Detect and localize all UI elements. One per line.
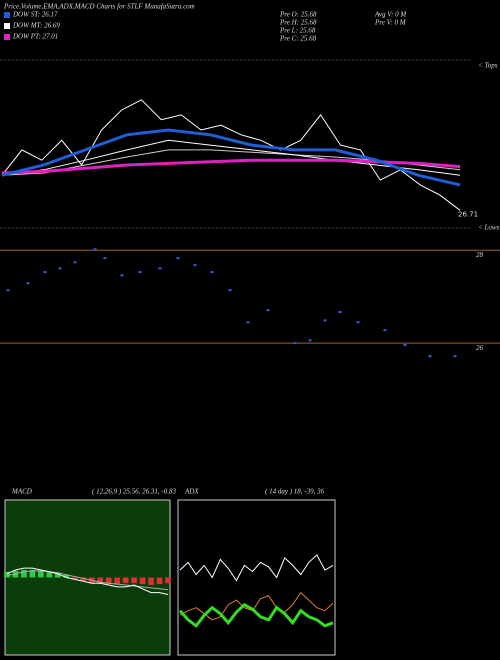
histogram-bar <box>165 577 171 584</box>
pre-label: Pre O: 25.68 <box>279 11 317 19</box>
dow-swatch <box>4 34 10 40</box>
adx-panel <box>177 499 336 656</box>
panel-title: ADX <box>184 488 199 496</box>
histogram-bar <box>21 569 27 578</box>
price-dot <box>103 257 107 260</box>
dow-label: DOW PT: 27.01 <box>12 33 58 41</box>
histogram-bar <box>46 571 53 578</box>
price-dot <box>26 282 30 285</box>
annotation: < Tops <box>478 62 498 70</box>
pre-label: Pre L: 25.68 <box>279 27 316 35</box>
histogram-bar <box>71 577 78 580</box>
price-dot <box>338 311 342 314</box>
y-tick-label: 26 <box>476 344 484 352</box>
price-dot <box>210 271 214 274</box>
panel-params: ( 12,26,9 ) 25.56, 26.31, -0.83 <box>92 488 176 496</box>
dow-swatch <box>4 23 10 29</box>
annotation: < Lows <box>478 224 500 232</box>
price-dot <box>43 271 47 274</box>
histogram-bar <box>63 574 70 578</box>
volume-label: Pre V: 0 M <box>374 19 407 27</box>
price-dot <box>120 274 124 277</box>
price-dot <box>58 267 62 270</box>
pre-label: Pre H: 25.68 <box>279 19 317 27</box>
histogram-bar <box>114 577 120 585</box>
price-dot <box>73 261 77 264</box>
price-dot <box>308 339 312 342</box>
y-tick-label: 28 <box>476 251 484 259</box>
price-dot <box>403 344 407 347</box>
histogram-bar <box>131 577 137 584</box>
price-dot <box>193 264 197 267</box>
dow-swatch <box>4 12 10 18</box>
price-dot <box>246 321 250 324</box>
histogram-bar <box>38 570 44 578</box>
dow-label: DOW MT: 26.69 <box>12 22 60 30</box>
page-title: Price,Volume,EMA,ADX,MACD Charts for STL… <box>3 3 195 11</box>
price-dot <box>228 289 232 292</box>
price-dot <box>293 342 297 345</box>
price-dot <box>158 267 162 270</box>
series-line <box>6 570 169 591</box>
series-line <box>1 128 461 187</box>
series-line <box>1 139 461 176</box>
histogram-bar <box>97 577 104 584</box>
price-dot <box>93 248 97 251</box>
histogram-bar <box>4 571 10 578</box>
volume-label: Avg V: 0 M <box>374 11 407 19</box>
histogram-bar <box>29 569 36 578</box>
price-dot <box>176 257 180 260</box>
series-line <box>179 554 334 582</box>
panel-title: MACD <box>11 488 32 496</box>
price-dot <box>323 319 327 322</box>
histogram-bar <box>55 572 61 578</box>
price-dot <box>383 329 387 332</box>
histogram-bar <box>148 577 154 586</box>
histogram-bar <box>122 577 129 584</box>
price-dot <box>266 309 270 312</box>
price-dot <box>356 321 360 324</box>
series-line <box>6 567 169 595</box>
last-price-label: 26.71 <box>458 210 478 218</box>
price-dot <box>428 355 432 358</box>
pre-label: Pre C: 25.68 <box>279 35 317 43</box>
histogram-bar <box>80 577 87 582</box>
price-dot <box>138 271 142 274</box>
histogram-bar <box>105 577 112 585</box>
panel-params: ( 14 day ) 18, -39, 36 <box>265 488 325 496</box>
dow-label: DOW ST: 26.17 <box>12 11 58 19</box>
histogram-bar <box>139 577 146 585</box>
price-dot <box>453 355 457 358</box>
series-line <box>178 602 334 628</box>
series-line <box>1 99 461 211</box>
price-dot <box>6 289 10 292</box>
histogram-bar <box>156 577 163 585</box>
